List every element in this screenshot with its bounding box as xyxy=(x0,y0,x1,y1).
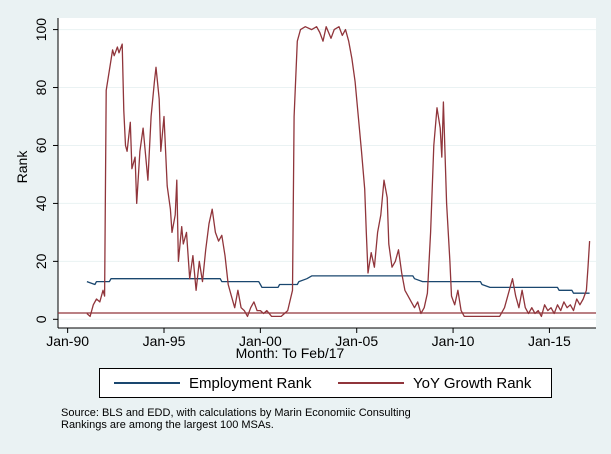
legend: Employment Rank YoY Growth Rank xyxy=(99,368,552,398)
axes xyxy=(57,18,596,329)
y-tick-label: 40 xyxy=(33,195,49,211)
x-tick-label: Jan-05 xyxy=(335,333,378,349)
x-tick-label: Jan-15 xyxy=(528,333,571,349)
series-line-employment-rank xyxy=(86,275,590,294)
legend-swatch-yoy xyxy=(338,382,404,384)
x-tick-label: Jan-95 xyxy=(143,333,186,349)
x-tick-label: Jan-10 xyxy=(432,333,475,349)
x-axis-title: Month: To Feb/17 xyxy=(236,345,345,361)
series-line-yoy-growth-rank xyxy=(86,26,591,318)
y-tick-label: 60 xyxy=(33,137,49,153)
x-tick-label: Jan-90 xyxy=(46,333,89,349)
rankings-note: Rankings are among the largest 100 MSAs. xyxy=(61,419,274,431)
x-tick-label: Jan-00 xyxy=(239,333,282,349)
legend-item-yoy: YoY Growth Rank xyxy=(338,369,531,397)
y-tick-label: 0 xyxy=(33,315,49,323)
legend-swatch-employment xyxy=(114,382,180,384)
y-tick-label: 20 xyxy=(33,253,49,269)
series-lines xyxy=(86,26,591,318)
tick-labels: 0 20 40 60 80 100 Jan-90 Jan-95 Jan-00 Jan-05 Jan-… xyxy=(33,18,571,349)
y-tick-label: 80 xyxy=(33,80,49,96)
y-axis-title: Rank xyxy=(14,150,30,184)
legend-label-yoy: YoY Growth Rank xyxy=(413,374,532,392)
source-note: Source: BLS and EDD, with calculations b… xyxy=(61,407,411,419)
y-tick-label: 100 xyxy=(33,18,49,42)
legend-label-employment: Employment Rank xyxy=(189,374,312,392)
legend-item-employment: Employment Rank xyxy=(114,369,312,397)
